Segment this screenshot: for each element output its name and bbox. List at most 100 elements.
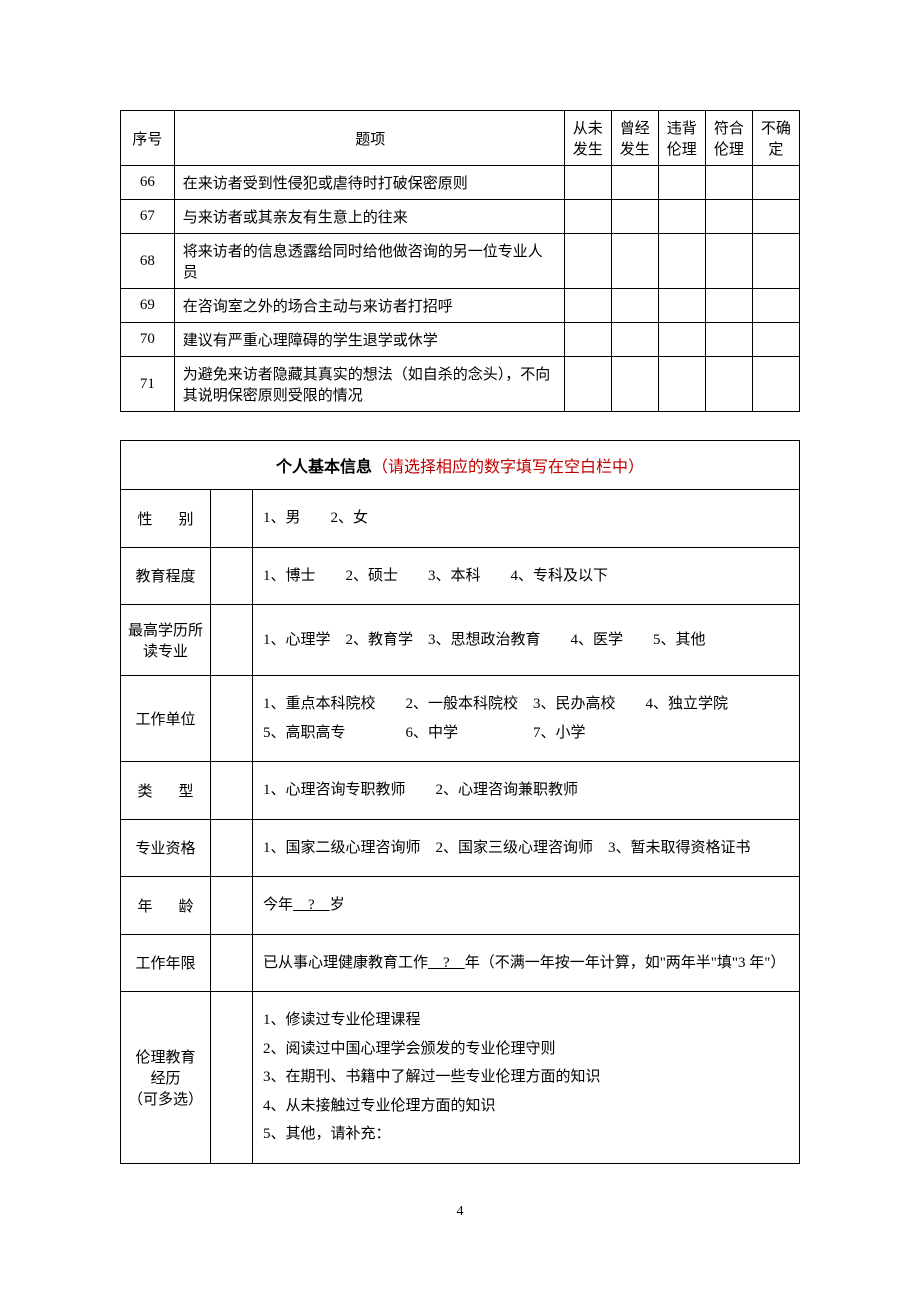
ethics-opt-1: 1、修读过专业伦理课程 bbox=[263, 1006, 789, 1035]
q-response-cell[interactable] bbox=[658, 166, 705, 200]
q-header-violate-l2: 伦理 bbox=[667, 142, 697, 158]
info-blank-years[interactable] bbox=[211, 934, 253, 992]
q-response-cell[interactable] bbox=[658, 357, 705, 412]
q-row: 68将来访者的信息透露给同时给他做咨询的另一位专业人员 bbox=[121, 234, 800, 289]
years-suffix: 年（不满一年按一年计算，如"两年半"填"3 年"） bbox=[465, 955, 786, 971]
q-response-cell[interactable] bbox=[705, 323, 752, 357]
q-response-cell[interactable] bbox=[752, 200, 799, 234]
info-blank[interactable] bbox=[211, 819, 253, 877]
q-item: 将来访者的信息透露给同时给他做咨询的另一位专业人员 bbox=[174, 234, 564, 289]
q-response-cell[interactable] bbox=[752, 234, 799, 289]
q-response-cell[interactable] bbox=[705, 357, 752, 412]
q-response-cell[interactable] bbox=[752, 323, 799, 357]
ethics-label-l2: 经历 bbox=[150, 1071, 180, 1087]
q-header-unsure-l1: 不确 bbox=[761, 121, 791, 137]
q-response-cell[interactable] bbox=[705, 234, 752, 289]
info-blank[interactable] bbox=[211, 676, 253, 762]
q-response-cell[interactable] bbox=[705, 166, 752, 200]
ethics-opt-3: 3、在期刊、书籍中了解过一些专业伦理方面的知识 bbox=[263, 1063, 789, 1092]
info-table: 个人基本信息（请选择相应的数字填写在空白栏中） 性别1、男 2、女教育程度1、博… bbox=[120, 440, 800, 1164]
page-number: 4 bbox=[120, 1204, 800, 1220]
info-row-years: 工作年限 已从事心理健康教育工作 ? 年（不满一年按一年计算，如"两年半"填"3… bbox=[121, 934, 800, 992]
q-response-cell[interactable] bbox=[752, 166, 799, 200]
info-blank[interactable] bbox=[211, 547, 253, 605]
info-opts: 1、博士 2、硕士 3、本科 4、专科及以下 bbox=[253, 547, 800, 605]
info-opts: 1、心理咨询专职教师 2、心理咨询兼职教师 bbox=[253, 762, 800, 820]
q-response-cell[interactable] bbox=[564, 289, 611, 323]
years-underline[interactable]: ? bbox=[428, 955, 465, 971]
q-response-cell[interactable] bbox=[658, 323, 705, 357]
q-response-cell[interactable] bbox=[611, 357, 658, 412]
questionnaire-table-section: 序号 题项 从未发生 曾经发生 违背伦理 符合伦理 不确定 66在来访者受到性侵… bbox=[120, 110, 800, 412]
q-row: 70建议有严重心理障碍的学生退学或休学 bbox=[121, 323, 800, 357]
q-item: 在咨询室之外的场合主动与来访者打招呼 bbox=[174, 289, 564, 323]
q-response-cell[interactable] bbox=[705, 200, 752, 234]
q-response-cell[interactable] bbox=[611, 323, 658, 357]
info-label: 类型 bbox=[121, 762, 211, 820]
info-opts-years: 已从事心理健康教育工作 ? 年（不满一年按一年计算，如"两年半"填"3 年"） bbox=[253, 934, 800, 992]
q-response-cell[interactable] bbox=[705, 289, 752, 323]
info-row: 类型 1、心理咨询专职教师 2、心理咨询兼职教师 bbox=[121, 762, 800, 820]
info-opts: 1、心理学 2、教育学 3、思想政治教育 4、医学 5、其他 bbox=[253, 605, 800, 676]
q-response-cell[interactable] bbox=[658, 200, 705, 234]
q-num: 70 bbox=[121, 323, 175, 357]
q-item: 建议有严重心理障碍的学生退学或休学 bbox=[174, 323, 564, 357]
q-response-cell[interactable] bbox=[564, 234, 611, 289]
q-tbody: 66在来访者受到性侵犯或虐待时打破保密原则67与来访者或其亲友有生意上的往来68… bbox=[121, 166, 800, 412]
q-response-cell[interactable] bbox=[611, 234, 658, 289]
info-label-age-text: 年龄 bbox=[138, 895, 194, 916]
info-tbody: 性别1、男 2、女教育程度1、博士 2、硕士 3、本科 4、专科及以下最高学历所… bbox=[121, 490, 800, 877]
info-label: 最高学历所读专业 bbox=[121, 605, 211, 676]
q-response-cell[interactable] bbox=[658, 234, 705, 289]
q-header-ever: 曾经发生 bbox=[611, 111, 658, 166]
info-label: 工作单位 bbox=[121, 676, 211, 762]
q-response-cell[interactable] bbox=[564, 200, 611, 234]
info-blank[interactable] bbox=[211, 490, 253, 548]
q-item: 在来访者受到性侵犯或虐待时打破保密原则 bbox=[174, 166, 564, 200]
info-row: 性别1、男 2、女 bbox=[121, 490, 800, 548]
info-row-age: 年龄 今年 ? 岁 bbox=[121, 877, 800, 935]
q-header-ever-l2: 发生 bbox=[620, 142, 650, 158]
q-row: 66在来访者受到性侵犯或虐待时打破保密原则 bbox=[121, 166, 800, 200]
info-blank-age[interactable] bbox=[211, 877, 253, 935]
q-response-cell[interactable] bbox=[752, 357, 799, 412]
questionnaire-table: 序号 题项 从未发生 曾经发生 违背伦理 符合伦理 不确定 66在来访者受到性侵… bbox=[120, 110, 800, 412]
info-label-years: 工作年限 bbox=[121, 934, 211, 992]
info-title-bold: 个人基本信息 bbox=[276, 459, 372, 476]
age-underline[interactable]: ? bbox=[293, 897, 330, 913]
info-label: 性别 bbox=[121, 490, 211, 548]
ethics-label-l1: 伦理教育 bbox=[135, 1050, 195, 1066]
q-response-cell[interactable] bbox=[564, 357, 611, 412]
q-response-cell[interactable] bbox=[658, 289, 705, 323]
ethics-opt-2: 2、阅读过中国心理学会颁发的专业伦理守则 bbox=[263, 1035, 789, 1064]
q-header-num: 序号 bbox=[121, 111, 175, 166]
q-header-comply-l1: 符合 bbox=[714, 121, 744, 137]
info-opts-ethics: 1、修读过专业伦理课程 2、阅读过中国心理学会颁发的专业伦理守则 3、在期刊、书… bbox=[253, 992, 800, 1164]
q-header-item: 题项 bbox=[174, 111, 564, 166]
info-label: 专业资格 bbox=[121, 819, 211, 877]
q-response-cell[interactable] bbox=[564, 323, 611, 357]
q-header-row: 序号 题项 从未发生 曾经发生 违背伦理 符合伦理 不确定 bbox=[121, 111, 800, 166]
info-row: 工作单位1、重点本科院校 2、一般本科院校 3、民办高校 4、独立学院5、高职高… bbox=[121, 676, 800, 762]
info-blank-ethics[interactable] bbox=[211, 992, 253, 1164]
age-prefix: 今年 bbox=[263, 897, 293, 913]
info-blank[interactable] bbox=[211, 762, 253, 820]
q-item: 与来访者或其亲友有生意上的往来 bbox=[174, 200, 564, 234]
q-row: 69在咨询室之外的场合主动与来访者打招呼 bbox=[121, 289, 800, 323]
ethics-label-l3: （可多选） bbox=[128, 1092, 203, 1108]
info-blank[interactable] bbox=[211, 605, 253, 676]
q-response-cell[interactable] bbox=[611, 200, 658, 234]
info-row-ethics: 伦理教育 经历 （可多选） 1、修读过专业伦理课程 2、阅读过中国心理学会颁发的… bbox=[121, 992, 800, 1164]
info-label-ethics: 伦理教育 经历 （可多选） bbox=[121, 992, 211, 1164]
info-title-red: （请选择相应的数字填写在空白栏中） bbox=[372, 459, 644, 476]
q-num: 66 bbox=[121, 166, 175, 200]
q-response-cell[interactable] bbox=[611, 289, 658, 323]
info-label-text: 性别 bbox=[138, 508, 194, 529]
q-response-cell[interactable] bbox=[611, 166, 658, 200]
q-header-never-l1: 从未 bbox=[573, 121, 603, 137]
q-response-cell[interactable] bbox=[564, 166, 611, 200]
q-response-cell[interactable] bbox=[752, 289, 799, 323]
info-title-cell: 个人基本信息（请选择相应的数字填写在空白栏中） bbox=[121, 441, 800, 490]
years-prefix: 已从事心理健康教育工作 bbox=[263, 955, 428, 971]
age-suffix: 岁 bbox=[330, 897, 345, 913]
